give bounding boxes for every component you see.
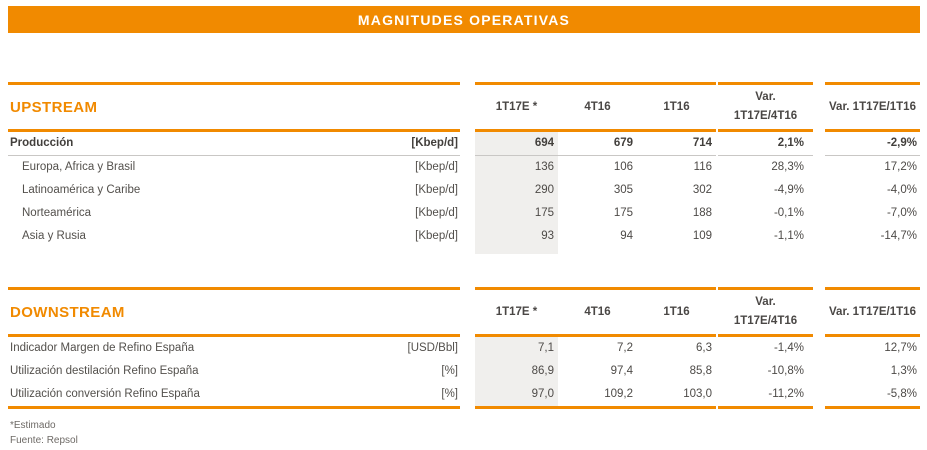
row-unit: [USD/Bbl] bbox=[407, 342, 459, 354]
value-var-1t16: -4,0% bbox=[886, 184, 917, 196]
value-var-4t16: 2,1% bbox=[718, 132, 813, 156]
downstream-section-title: DOWNSTREAM bbox=[10, 303, 125, 321]
var-header-line1: Var. bbox=[755, 296, 776, 308]
row-label: Norteamérica bbox=[22, 207, 92, 219]
column-header-var-4t16: Var. 1T17E/4T16 bbox=[718, 82, 813, 132]
value-1t16: 109 bbox=[692, 230, 712, 242]
value-1t17e: 290 bbox=[475, 179, 558, 202]
table-row-europa-africa-brasil: Europa, Africa y Brasil [Kbep/d] 136 106… bbox=[8, 156, 920, 179]
row-label: Latinoamérica y Caribe bbox=[22, 184, 141, 196]
row-label: Indicador Margen de Refino España bbox=[10, 342, 195, 354]
period-column-headers: 1T17E * 4T16 1T16 bbox=[475, 82, 716, 132]
value-1t16: 85,8 bbox=[689, 365, 712, 377]
var-header-line2: 1T17E/4T16 bbox=[733, 110, 798, 122]
row-unit: [Kbep/d] bbox=[415, 184, 458, 196]
value-4t16: 679 bbox=[558, 132, 637, 156]
value-1t16: 6,3 bbox=[696, 342, 712, 354]
title-banner: MAGNITUDES OPERATIVAS bbox=[8, 6, 920, 33]
table-row-margen-refino: Indicador Margen de Refino España [USD/B… bbox=[8, 337, 920, 360]
row-unit: [Kbep/d] bbox=[411, 137, 458, 149]
value-4t16: 175 bbox=[613, 207, 633, 219]
footnote-estimate: *Estimado bbox=[10, 420, 56, 431]
var-header-line1: Var. bbox=[755, 91, 776, 103]
table-row-latinoamerica-caribe: Latinoamérica y Caribe [Kbep/d] 290 305 … bbox=[8, 179, 920, 202]
table-row-utilizacion-conversion: Utilización conversión Refino España [%]… bbox=[8, 383, 920, 406]
table-row-utilizacion-destilacion: Utilización destilación Refino España [%… bbox=[8, 360, 920, 383]
value-var-4t16: -1,4% bbox=[773, 342, 804, 354]
value-var-1t16: -2,9% bbox=[825, 132, 920, 156]
column-header-var-1t16: Var. 1T17E/1T16 bbox=[825, 82, 920, 132]
row-label: Asia y Rusia bbox=[22, 230, 86, 242]
row-unit: [%] bbox=[441, 365, 458, 377]
upstream-section-title: UPSTREAM bbox=[10, 98, 98, 116]
value-var-4t16: -10,8% bbox=[767, 365, 804, 377]
column-header-var-4t16: Var. 1T17E/4T16 bbox=[718, 287, 813, 337]
value-var-4t16: -4,9% bbox=[773, 184, 804, 196]
row-label: Utilización destilación Refino España bbox=[10, 365, 199, 377]
value-4t16: 109,2 bbox=[604, 388, 633, 400]
estimate-column-shading-tail bbox=[8, 248, 920, 254]
page-title: MAGNITUDES OPERATIVAS bbox=[357, 11, 571, 28]
column-header-1t16: 1T16 bbox=[663, 101, 690, 113]
value-var-1t16: -14,7% bbox=[880, 230, 917, 242]
downstream-section-title-cell: DOWNSTREAM bbox=[8, 287, 460, 337]
row-unit: [Kbep/d] bbox=[415, 230, 458, 242]
row-unit: [%] bbox=[441, 388, 458, 400]
value-4t16: 305 bbox=[613, 184, 633, 196]
row-label: Producción bbox=[10, 137, 74, 149]
value-1t16: 188 bbox=[692, 207, 712, 219]
upstream-section-title-cell: UPSTREAM bbox=[8, 82, 460, 132]
period-column-headers: 1T17E * 4T16 1T16 bbox=[475, 287, 716, 337]
value-4t16: 97,4 bbox=[610, 365, 633, 377]
row-unit: [Kbep/d] bbox=[415, 161, 458, 173]
table-row-produccion: Producción [Kbep/d] 694 679 714 2,1% -2,… bbox=[8, 132, 920, 156]
value-var-1t16: 1,3% bbox=[890, 365, 917, 377]
value-var-1t16: 17,2% bbox=[884, 161, 917, 173]
value-var-1t16: 12,7% bbox=[884, 342, 917, 354]
downstream-header-row: DOWNSTREAM 1T17E * 4T16 1T16 Var. 1T17E/… bbox=[8, 287, 920, 337]
value-4t16: 106 bbox=[613, 161, 633, 173]
value-var-4t16: -11,2% bbox=[768, 388, 804, 400]
value-var-1t16: -7,0% bbox=[886, 207, 917, 219]
value-4t16: 7,2 bbox=[617, 342, 633, 354]
value-1t17e: 97,0 bbox=[475, 383, 558, 406]
value-1t16: 302 bbox=[692, 184, 712, 196]
column-header-4t16: 4T16 bbox=[584, 101, 611, 113]
var-header-line2: 1T17E/4T16 bbox=[733, 315, 798, 327]
upstream-header-row: UPSTREAM 1T17E * 4T16 1T16 Var. 1T17E/4T… bbox=[8, 82, 920, 132]
value-1t17e: 7,1 bbox=[475, 337, 558, 360]
row-unit: [Kbep/d] bbox=[415, 207, 458, 219]
column-header-1t17e: 1T17E * bbox=[495, 101, 538, 113]
value-var-4t16: -0,1% bbox=[773, 207, 804, 219]
value-4t16: 94 bbox=[620, 230, 633, 242]
value-1t17e: 694 bbox=[475, 132, 558, 156]
footnotes: *Estimado Fuente: Repsol bbox=[10, 418, 78, 448]
column-header-4t16: 4T16 bbox=[584, 306, 611, 318]
value-var-4t16: 28,3% bbox=[771, 161, 804, 173]
value-1t16: 103,0 bbox=[683, 388, 712, 400]
value-1t17e: 175 bbox=[475, 202, 558, 225]
table-row-norteamerica: Norteamérica [Kbep/d] 175 175 188 -0,1% … bbox=[8, 202, 920, 225]
value-1t17e: 93 bbox=[475, 225, 558, 248]
operating-magnitudes-table: UPSTREAM 1T17E * 4T16 1T16 Var. 1T17E/4T… bbox=[8, 82, 920, 409]
value-1t17e: 136 bbox=[475, 156, 558, 179]
row-label: Europa, Africa y Brasil bbox=[22, 161, 136, 173]
row-label: Utilización conversión Refino España bbox=[10, 388, 200, 400]
column-header-1t17e: 1T17E * bbox=[495, 306, 538, 318]
downstream-bottom-rule bbox=[8, 406, 920, 409]
value-var-1t16: -5,8% bbox=[886, 388, 917, 400]
column-header-var-1t16: Var. 1T17E/1T16 bbox=[825, 287, 920, 337]
value-1t16: 714 bbox=[637, 132, 716, 156]
footnote-source: Fuente: Repsol bbox=[10, 435, 78, 446]
value-var-4t16: -1,1% bbox=[773, 230, 804, 242]
table-row-asia-rusia: Asia y Rusia [Kbep/d] 93 94 109 -1,1% -1… bbox=[8, 225, 920, 248]
value-1t16: 116 bbox=[693, 161, 712, 173]
value-1t17e: 86,9 bbox=[475, 360, 558, 383]
column-header-1t16: 1T16 bbox=[663, 306, 690, 318]
